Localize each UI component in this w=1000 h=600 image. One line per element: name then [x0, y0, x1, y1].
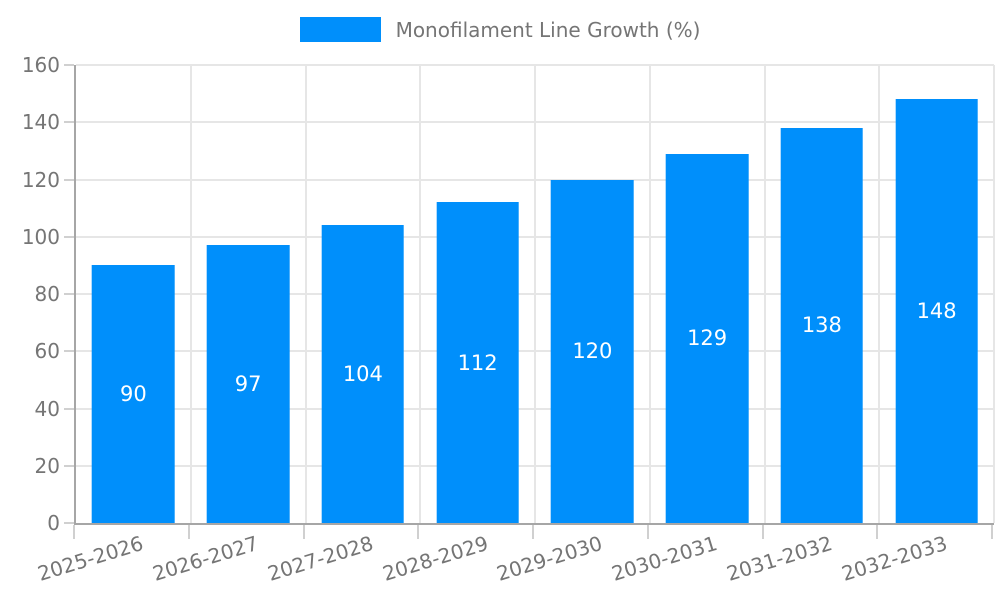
- x-tick-label: 2025-2026: [35, 531, 147, 586]
- gridline-vertical: [993, 65, 995, 523]
- x-tick-mark: [532, 525, 534, 539]
- y-tick-label: 160: [21, 53, 60, 77]
- x-tick-mark: [187, 525, 190, 539]
- bar-value-label: 112: [457, 350, 498, 375]
- y-tick-label: 100: [21, 224, 60, 249]
- y-tick-mark: [64, 121, 74, 124]
- gridline-vertical: [304, 65, 307, 523]
- legend-label: Monofilament Line Growth (%): [395, 17, 701, 42]
- x-tick-label: 2027-2028: [264, 531, 376, 586]
- x-tick-label: 2030-2031: [608, 531, 721, 586]
- x-tick-label: 2028-2029: [379, 531, 491, 586]
- x-tick-mark: [73, 525, 75, 539]
- bar-value-label: 90: [120, 382, 147, 407]
- y-tick-label: 60: [34, 339, 60, 364]
- y-tick-mark: [64, 293, 74, 295]
- y-tick-mark: [64, 235, 74, 238]
- y-tick-label: 80: [34, 282, 60, 306]
- gridline-vertical: [534, 65, 536, 523]
- y-tick-label: 120: [21, 167, 60, 192]
- plot-area: 90 97 104 112 120 129 138 148: [74, 64, 995, 525]
- bar: 97: [206, 245, 290, 523]
- x-tick-label: 2031-2032: [723, 531, 835, 586]
- y-tick-label: 0: [47, 511, 60, 535]
- y-tick-mark: [64, 350, 74, 353]
- bar: 120: [551, 179, 634, 523]
- bar-value-label: 104: [342, 362, 383, 387]
- y-tick-mark: [64, 64, 74, 66]
- bar-value-label: 97: [234, 372, 262, 397]
- bar: 148: [895, 99, 978, 523]
- y-tick-mark: [64, 464, 74, 467]
- chart-legend: Monofilament Line Growth (%): [0, 17, 1000, 42]
- bar-value-label: 138: [801, 313, 842, 338]
- x-tick-mark: [646, 525, 649, 539]
- bar: 90: [92, 265, 175, 523]
- y-tick-mark: [64, 522, 74, 524]
- y-tick-label: 140: [21, 110, 60, 135]
- x-tick-label: 2026-2027: [149, 531, 262, 586]
- x-tick-mark: [761, 525, 764, 539]
- bar-value-label: 120: [572, 339, 613, 364]
- bar: 129: [665, 153, 749, 523]
- y-tick-label: 40: [34, 396, 60, 421]
- x-tick-label: 2032-2033: [838, 531, 950, 586]
- y-tick-mark: [64, 178, 74, 181]
- x-tick-mark: [417, 525, 420, 539]
- x-tick-mark: [876, 525, 879, 539]
- legend-swatch-icon: [299, 17, 381, 42]
- bar-value-label: 148: [916, 299, 957, 324]
- y-tick-mark: [64, 407, 74, 410]
- y-tick-label: 20: [34, 453, 60, 478]
- bar: 104: [321, 225, 405, 523]
- gridline-vertical: [419, 65, 422, 523]
- x-tick-mark: [991, 525, 993, 539]
- bar-value-label: 129: [687, 326, 728, 351]
- gridline-vertical: [763, 65, 766, 523]
- x-tick-mark: [302, 525, 305, 539]
- gridline-vertical: [878, 65, 881, 523]
- gridline-vertical: [648, 65, 651, 523]
- x-tick-label: 2029-2030: [494, 531, 606, 586]
- bar: 112: [436, 202, 519, 523]
- gridline-vertical: [189, 65, 192, 523]
- bar: 138: [780, 127, 864, 523]
